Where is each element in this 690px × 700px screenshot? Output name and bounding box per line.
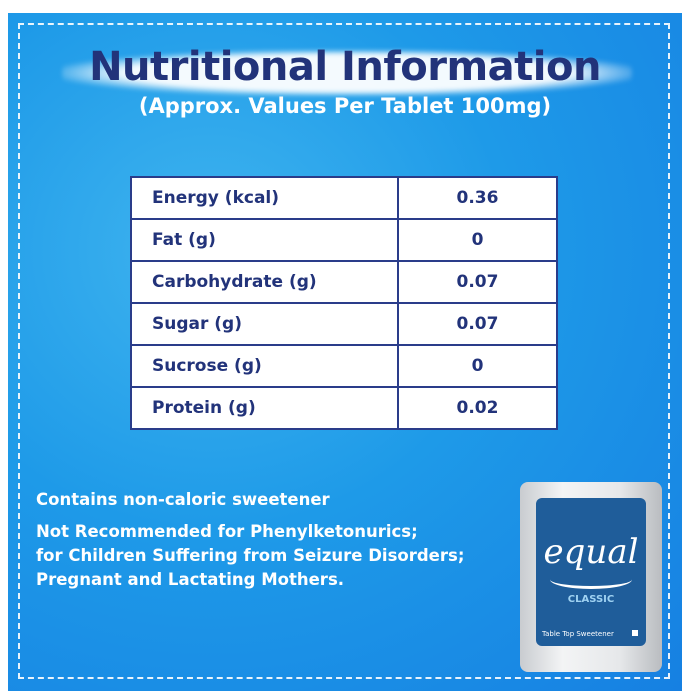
page-subtitle: (Approx. Values Per Tablet 100mg) <box>138 94 552 118</box>
nutrient-name: Sucrose (g) <box>130 344 399 388</box>
table-row: Sucrose (g) 0 <box>130 344 558 388</box>
nutrient-value: 0.02 <box>397 386 558 430</box>
table-row: Protein (g) 0.02 <box>130 386 558 430</box>
nutrient-value: 0 <box>397 218 558 262</box>
variant-label: CLASSIC <box>567 594 615 605</box>
nutrient-name: Protein (g) <box>130 386 399 430</box>
notes: Contains non-caloric sweetener Not Recom… <box>36 488 464 592</box>
nutrient-value: 0.07 <box>397 260 558 304</box>
logo-smile-icon <box>550 570 632 589</box>
pack-label: equal CLASSIC Table Top Sweetener <box>536 498 646 646</box>
nutrient-value: 0.36 <box>397 176 558 220</box>
dashed-border <box>18 23 670 679</box>
table-row: Carbohydrate (g) 0.07 <box>130 260 558 304</box>
page-title: Nutritional Information <box>89 44 601 90</box>
product-pack-image: equal CLASSIC Table Top Sweetener <box>520 482 662 672</box>
brand-logo: equal <box>543 532 639 572</box>
note-warning-2: for Children Suffering from Seizure Diso… <box>36 546 465 565</box>
veg-mark-icon <box>632 630 638 636</box>
table-row: Energy (kcal) 0.36 <box>130 176 558 220</box>
nutrient-value: 0 <box>397 344 558 388</box>
note-warning-1: Not Recommended for Phenylketonurics; <box>36 522 418 541</box>
nutrient-value: 0.07 <box>397 302 558 346</box>
note-warning-3: Pregnant and Lactating Mothers. <box>36 570 345 589</box>
nutrient-name: Energy (kcal) <box>130 176 399 220</box>
title-highlight <box>62 50 632 96</box>
nutrient-name: Carbohydrate (g) <box>130 260 399 304</box>
table-row: Sugar (g) 0.07 <box>130 302 558 346</box>
nutrition-table: Energy (kcal) 0.36 Fat (g) 0 Carbohydrate … <box>130 176 558 430</box>
nutrient-name: Sugar (g) <box>130 302 399 346</box>
table-row: Fat (g) 0 <box>130 218 558 262</box>
note-sweetener: Contains non-caloric sweetener <box>36 490 330 509</box>
nutrient-name: Fat (g) <box>130 218 399 262</box>
tagline: Table Top Sweetener <box>542 630 614 638</box>
